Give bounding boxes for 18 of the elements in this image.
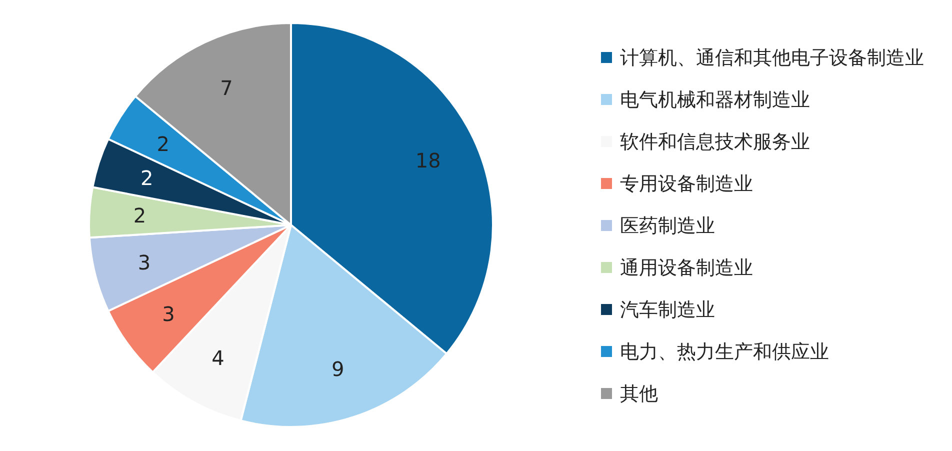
data-label: 18 [415, 148, 441, 172]
data-label: 9 [331, 357, 344, 382]
legend-label: 专用设备制造业 [620, 172, 753, 196]
legend-label: 通用设备制造业 [620, 256, 753, 280]
legend-label: 软件和信息技术服务业 [620, 130, 810, 154]
data-label: 4 [212, 346, 224, 370]
legend-label: 电力、热力生产和供应业 [620, 340, 829, 364]
legend-label: 电气机械和器材制造业 [620, 88, 810, 112]
data-label: 3 [162, 302, 175, 326]
legend-label: 汽车制造业 [620, 298, 715, 322]
data-label: 2 [140, 166, 154, 190]
legend-label: 医药制造业 [620, 214, 715, 238]
data-label: 7 [220, 76, 233, 100]
data-label: 2 [156, 132, 170, 156]
legend-label: 计算机、通信和其他电子设备制造业 [620, 46, 924, 70]
legend-label: 其他 [620, 382, 658, 406]
data-label: 2 [133, 203, 146, 228]
data-label: 3 [138, 250, 151, 275]
